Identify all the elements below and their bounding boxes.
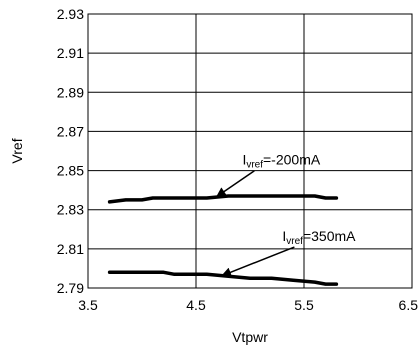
x-axis-title: Vtpwr xyxy=(232,329,268,345)
y-tick-label: 2.83 xyxy=(57,202,84,218)
x-tick-label: 5.5 xyxy=(294,297,314,313)
y-tick-labels: 2.79 2.81 2.83 2.85 2.87 2.89 2.91 2.93 xyxy=(57,6,84,296)
x-tick-labels: 3.5 4.5 5.5 6.5 xyxy=(78,297,418,313)
y-tick-label: 2.81 xyxy=(57,241,84,257)
y-axis-title: Vref xyxy=(9,138,25,163)
x-tick-label: 3.5 xyxy=(78,297,98,313)
y-tick-label: 2.93 xyxy=(57,6,84,22)
y-tick-label: 2.91 xyxy=(57,45,84,61)
series-1-line xyxy=(107,194,339,204)
annotation-arrow-2 xyxy=(221,246,295,277)
y-tick-label: 2.79 xyxy=(57,280,84,296)
y-tick-label: 2.89 xyxy=(57,84,84,100)
grid-lines xyxy=(88,14,412,288)
annotation-label-1: Ivref=-200mA xyxy=(242,152,320,171)
x-tick-label: 4.5 xyxy=(186,297,206,313)
annotation-label-2: Ivref=350mA xyxy=(282,228,356,247)
annotation-arrow-1 xyxy=(215,170,255,198)
y-tick-label: 2.85 xyxy=(57,163,84,179)
plot-area-frame xyxy=(87,13,413,289)
series-2-line xyxy=(107,270,339,286)
x-tick-label: 6.5 xyxy=(399,297,419,313)
annotations: Ivref=-200mA Ivref=350mA xyxy=(215,152,356,277)
y-tick-label: 2.87 xyxy=(57,123,84,139)
